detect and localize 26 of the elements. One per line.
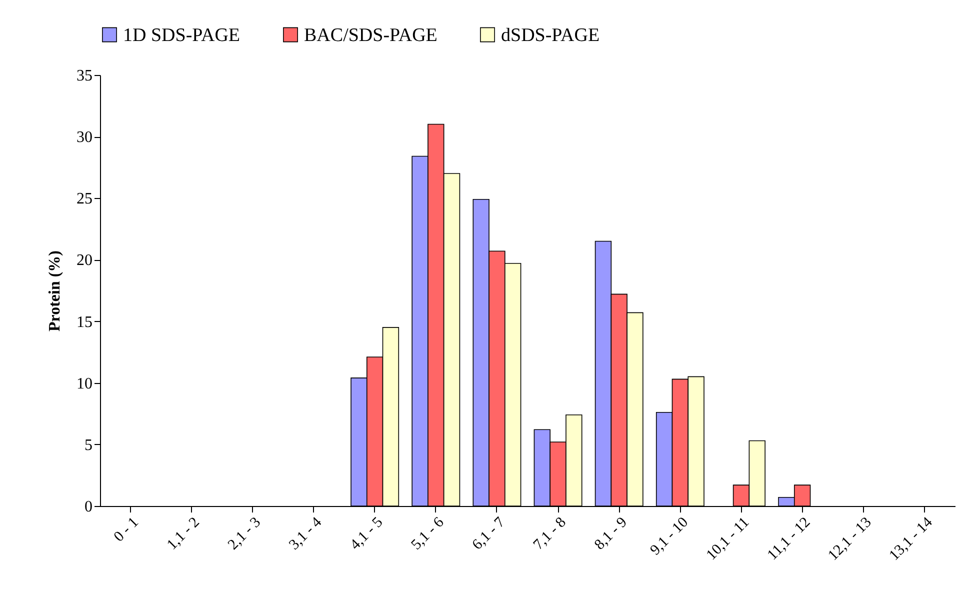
legend-label: dSDS-PAGE <box>501 24 600 46</box>
y-tick-label: 35 <box>76 68 92 84</box>
x-tick-label: 6,1 - 7 <box>470 514 509 554</box>
x-tick-label: 2,1 - 3 <box>225 514 264 554</box>
x-tick-label: 13,1 - 14 <box>886 514 936 564</box>
legend-label: 1D SDS-PAGE <box>123 24 240 46</box>
x-tick-label: 11,1 - 12 <box>764 514 814 564</box>
y-tick-label: 20 <box>76 252 92 270</box>
y-tick-label: 0 <box>84 498 92 516</box>
x-tick-label: 1,1 - 2 <box>164 514 203 554</box>
y-axis-title: Protein (%) <box>46 250 64 332</box>
x-tick-label: 3,1 - 4 <box>286 514 326 554</box>
legend-label: BAC/SDS-PAGE <box>304 24 438 46</box>
y-tick-label: 30 <box>76 129 92 146</box>
x-tick-label: 0 - 1 <box>111 514 142 546</box>
x-tick-label: 8,1 - 9 <box>592 514 630 554</box>
y-tick-label: 25 <box>76 190 92 208</box>
y-tick-label: 15 <box>76 314 92 331</box>
y-tick-label: 5 <box>84 436 92 454</box>
x-tick-label: 12,1 - 13 <box>825 514 875 564</box>
x-tick-label: 9,1 - 10 <box>647 514 692 559</box>
x-tick-label: 10,1 - 11 <box>704 514 753 564</box>
x-tick-label: 4,1 - 5 <box>347 514 386 554</box>
x-tick-label: 5,1 - 6 <box>408 514 448 554</box>
y-tick-label: 10 <box>76 375 92 392</box>
x-tick-label: 7,1 - 8 <box>530 514 570 554</box>
